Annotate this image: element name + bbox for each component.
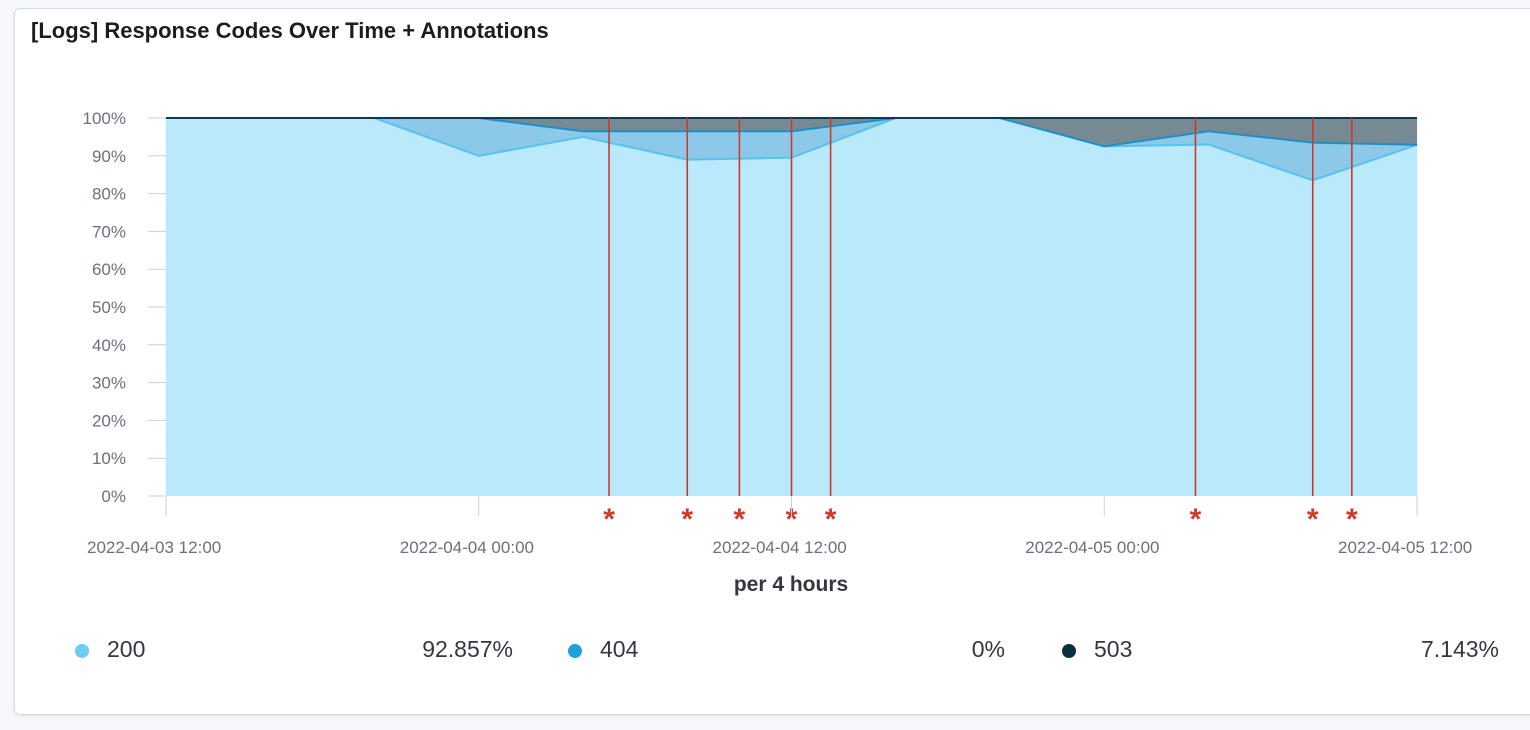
y-tick-label: 70% [92,222,126,241]
annotation-marker-icon[interactable]: * [1307,503,1319,536]
legend-value: 92.857% [422,636,513,662]
legend-label: 503 [1094,636,1133,662]
legend-dot-icon [1062,644,1076,658]
y-tick-label: 60% [92,260,126,279]
legend-value: 0% [971,636,1005,662]
annotation-marker-icon[interactable]: * [1190,503,1202,536]
annotation-marker-icon[interactable]: * [1346,503,1358,536]
y-tick-label: 0% [101,487,126,506]
x-tick-label: 2022-04-04 12:00 [713,538,847,557]
area-series-503[interactable] [166,118,1417,147]
x-tick-label: 2022-04-05 12:00 [1338,538,1472,557]
x-tick-label: 2022-04-03 12:00 [87,538,221,557]
y-tick-label: 90% [92,147,126,166]
annotation-marker-icon[interactable]: * [681,503,693,536]
legend-dot-icon [75,644,89,658]
y-tick-label: 20% [92,411,126,430]
annotation-marker-icon[interactable]: * [734,503,746,536]
annotations: * * * * * * * * [603,118,1358,536]
y-tick-label: 80% [92,185,126,204]
legend-value: 7.143% [1420,636,1499,662]
x-tick-label: 2022-04-05 00:00 [1025,538,1159,557]
x-tick-label: 2022-04-04 00:00 [400,538,534,557]
legend-item-503[interactable]: 503 7.143% [1062,630,1502,670]
y-tick-label: 100% [83,109,126,128]
y-tick-label: 40% [92,336,126,355]
legend-label: 404 [600,636,639,662]
annotation-marker-icon[interactable]: * [786,503,798,536]
y-tick-label: 50% [92,298,126,317]
area-chart[interactable]: * * * * * * * * 0% 10% 20% 30% 40% 50% 60% 70% 80% 90% 10… [0,0,1530,620]
axes: 0% 10% 20% 30% 40% 50% 60% 70% 80% 90% 100% 2022-04… [83,109,1473,557]
legend-label: 200 [107,636,146,662]
legend-dot-icon [568,644,582,658]
y-tick-label: 10% [92,449,126,468]
annotation-marker-icon[interactable]: * [603,503,615,536]
legend-item-404[interactable]: 404 0% [568,630,1008,670]
chart-legend: 200 92.857% 404 0% 503 7.143% [0,630,1530,670]
x-axis-label: per 4 hours [734,573,848,596]
y-tick-label: 30% [92,374,126,393]
panel-title: [Logs] Response Codes Over Time + Annota… [31,18,549,43]
annotation-marker-icon[interactable]: * [825,503,837,536]
legend-item-200[interactable]: 200 92.857% [75,630,515,670]
